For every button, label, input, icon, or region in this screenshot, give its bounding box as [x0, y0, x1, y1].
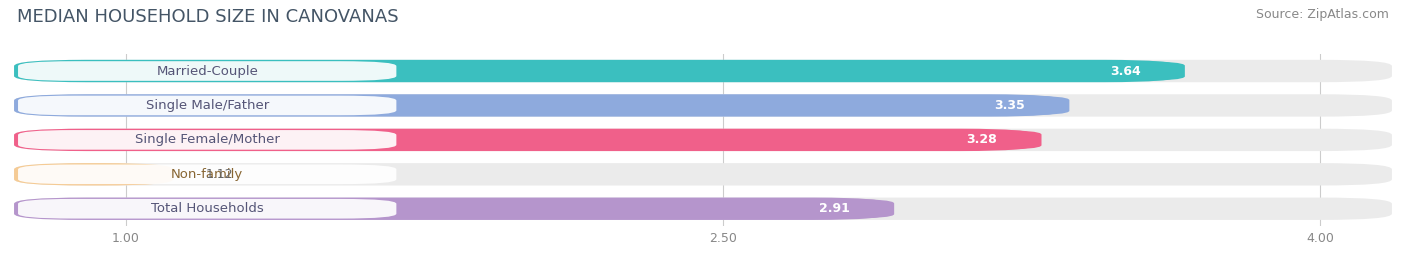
- FancyBboxPatch shape: [18, 165, 396, 184]
- FancyBboxPatch shape: [18, 96, 396, 115]
- FancyBboxPatch shape: [18, 130, 396, 150]
- Text: Single Female/Mother: Single Female/Mother: [135, 133, 280, 146]
- FancyBboxPatch shape: [14, 94, 1392, 117]
- Text: 3.35: 3.35: [994, 99, 1025, 112]
- FancyBboxPatch shape: [14, 163, 1392, 186]
- FancyBboxPatch shape: [14, 129, 1033, 151]
- Text: Source: ZipAtlas.com: Source: ZipAtlas.com: [1256, 8, 1389, 21]
- Text: Non-family: Non-family: [172, 168, 243, 181]
- FancyBboxPatch shape: [1066, 61, 1185, 81]
- FancyBboxPatch shape: [14, 197, 886, 220]
- FancyBboxPatch shape: [14, 94, 1062, 117]
- Text: MEDIAN HOUSEHOLD SIZE IN CANOVANAS: MEDIAN HOUSEHOLD SIZE IN CANOVANAS: [17, 8, 398, 26]
- Text: 3.64: 3.64: [1109, 65, 1140, 77]
- Text: 3.28: 3.28: [966, 133, 997, 146]
- Text: 2.91: 2.91: [818, 202, 849, 215]
- FancyBboxPatch shape: [14, 60, 1392, 82]
- FancyBboxPatch shape: [14, 129, 1392, 151]
- FancyBboxPatch shape: [922, 130, 1042, 150]
- FancyBboxPatch shape: [14, 60, 1177, 82]
- FancyBboxPatch shape: [950, 96, 1070, 115]
- Text: Total Households: Total Households: [150, 202, 263, 215]
- FancyBboxPatch shape: [18, 61, 396, 81]
- FancyBboxPatch shape: [775, 199, 894, 218]
- Text: Married-Couple: Married-Couple: [156, 65, 259, 77]
- Text: Single Male/Father: Single Male/Father: [146, 99, 269, 112]
- Text: 1.12: 1.12: [205, 168, 233, 181]
- FancyBboxPatch shape: [18, 199, 396, 218]
- FancyBboxPatch shape: [14, 197, 1392, 220]
- FancyBboxPatch shape: [14, 163, 173, 186]
